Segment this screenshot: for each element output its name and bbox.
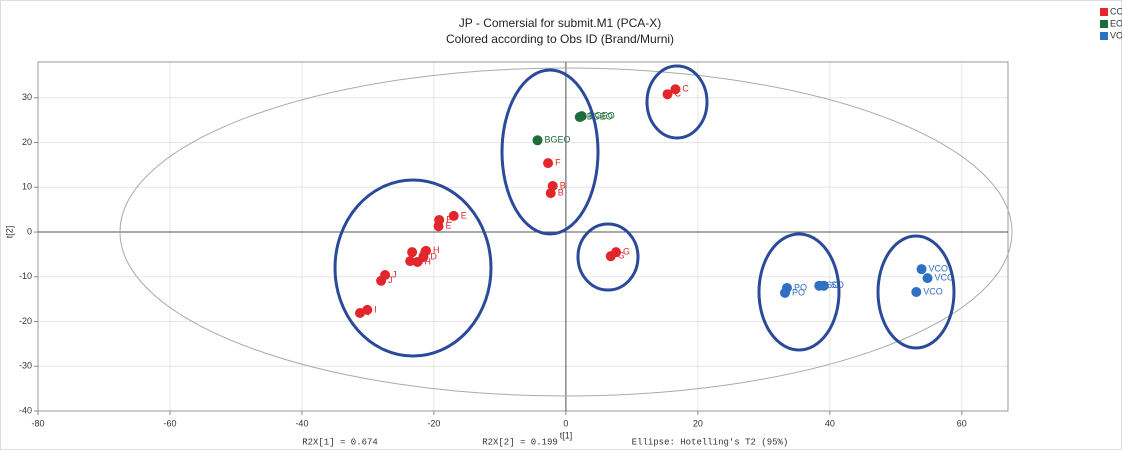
y-tick-label: 10 (22, 182, 32, 192)
point-label: C (682, 84, 689, 94)
point (407, 247, 418, 258)
plot-border (37, 61, 1009, 412)
point (545, 188, 556, 199)
point (779, 287, 790, 298)
y-axis-label: t[2] (4, 226, 14, 239)
annotation: Ellipse: Hotelling's T2 (95%) (632, 437, 789, 447)
legend-label: CO (1110, 6, 1122, 16)
point (911, 286, 922, 297)
point (376, 275, 387, 286)
cluster-circle (500, 68, 600, 236)
point-label: B (560, 180, 566, 190)
point (405, 256, 416, 267)
point-label: VCO (923, 286, 943, 296)
point (818, 280, 829, 291)
annotation: R2X[1] = 0.674 (302, 437, 378, 447)
point (670, 84, 681, 95)
point-label: BGEO (545, 135, 571, 145)
chart-title: JP - Comersial for submit.M1 (PCA-X) (459, 16, 661, 30)
x-tick-label: 0 (563, 418, 568, 428)
point (532, 135, 543, 146)
point (574, 112, 585, 123)
point-label: E (446, 214, 452, 224)
point-label: BGEO (587, 111, 613, 121)
annotation: R2X[2] = 0.199 (482, 437, 558, 447)
point-label: D (430, 251, 437, 261)
point-label: PO (794, 282, 807, 292)
plot-area: -80 -60 -40 -20 0 20 40 60 -40 -30 -20 -10 0 10 20 30 CC… (19, 61, 1009, 428)
y-tick-label: -30 (19, 361, 32, 371)
point (412, 257, 423, 268)
point-label: PO (792, 287, 805, 297)
point-label: G (623, 247, 630, 257)
cluster-circle (757, 232, 841, 352)
x-tick-label: 60 (957, 418, 967, 428)
chart-subtitle: Colored according to Obs ID (Brand/Murni… (446, 32, 674, 46)
x-tick-label: -40 (295, 418, 308, 428)
x-tick-label: 20 (693, 418, 703, 428)
point (433, 221, 444, 232)
point-label: C (675, 89, 682, 99)
point (916, 264, 927, 275)
legend-label: VO (1110, 30, 1122, 40)
cluster-circle (333, 178, 493, 358)
point-label: G (618, 251, 625, 261)
point-label: BGEO (589, 111, 615, 121)
point-label: E (446, 221, 452, 231)
point (448, 210, 459, 221)
y-tick-label: 0 (27, 226, 32, 236)
point (355, 308, 366, 319)
y-tick-label: -20 (19, 316, 32, 326)
point (922, 273, 933, 284)
cluster-circle (876, 234, 956, 350)
x-tick-label: -60 (163, 418, 176, 428)
point-label: H (424, 256, 431, 266)
point (605, 251, 616, 262)
x-axis-label: t[1] (560, 430, 573, 440)
point-label: I (367, 307, 370, 317)
point-label: J (392, 269, 397, 279)
overlay (119, 64, 1013, 397)
hotelling-ellipse (119, 67, 1013, 397)
point-label: H (433, 245, 440, 255)
x-tick-label: -20 (427, 418, 440, 428)
legend-swatch (1100, 20, 1108, 28)
x-tick-label: 40 (825, 418, 835, 428)
point-label: I (374, 304, 377, 314)
point-label: E (461, 210, 467, 220)
y-tick-label: 20 (22, 137, 32, 147)
point-label: VCO (934, 272, 954, 282)
point-label: B (558, 187, 564, 197)
legend-swatch (1100, 32, 1108, 40)
point (662, 89, 673, 100)
point-label: VCO (929, 264, 949, 274)
x-tick-label: -80 (31, 418, 44, 428)
point-label: J (388, 275, 393, 285)
cluster-circle (576, 222, 640, 292)
cluster-circle (645, 64, 709, 140)
point-label: F (555, 157, 561, 167)
point-label: SO (826, 280, 839, 290)
y-tick-label: -10 (19, 271, 32, 281)
legend-swatch (1100, 8, 1108, 16)
point (543, 158, 554, 169)
y-tick-label: 30 (22, 92, 32, 102)
y-tick-label: -40 (19, 405, 32, 415)
legend-label: EO (1110, 18, 1122, 28)
